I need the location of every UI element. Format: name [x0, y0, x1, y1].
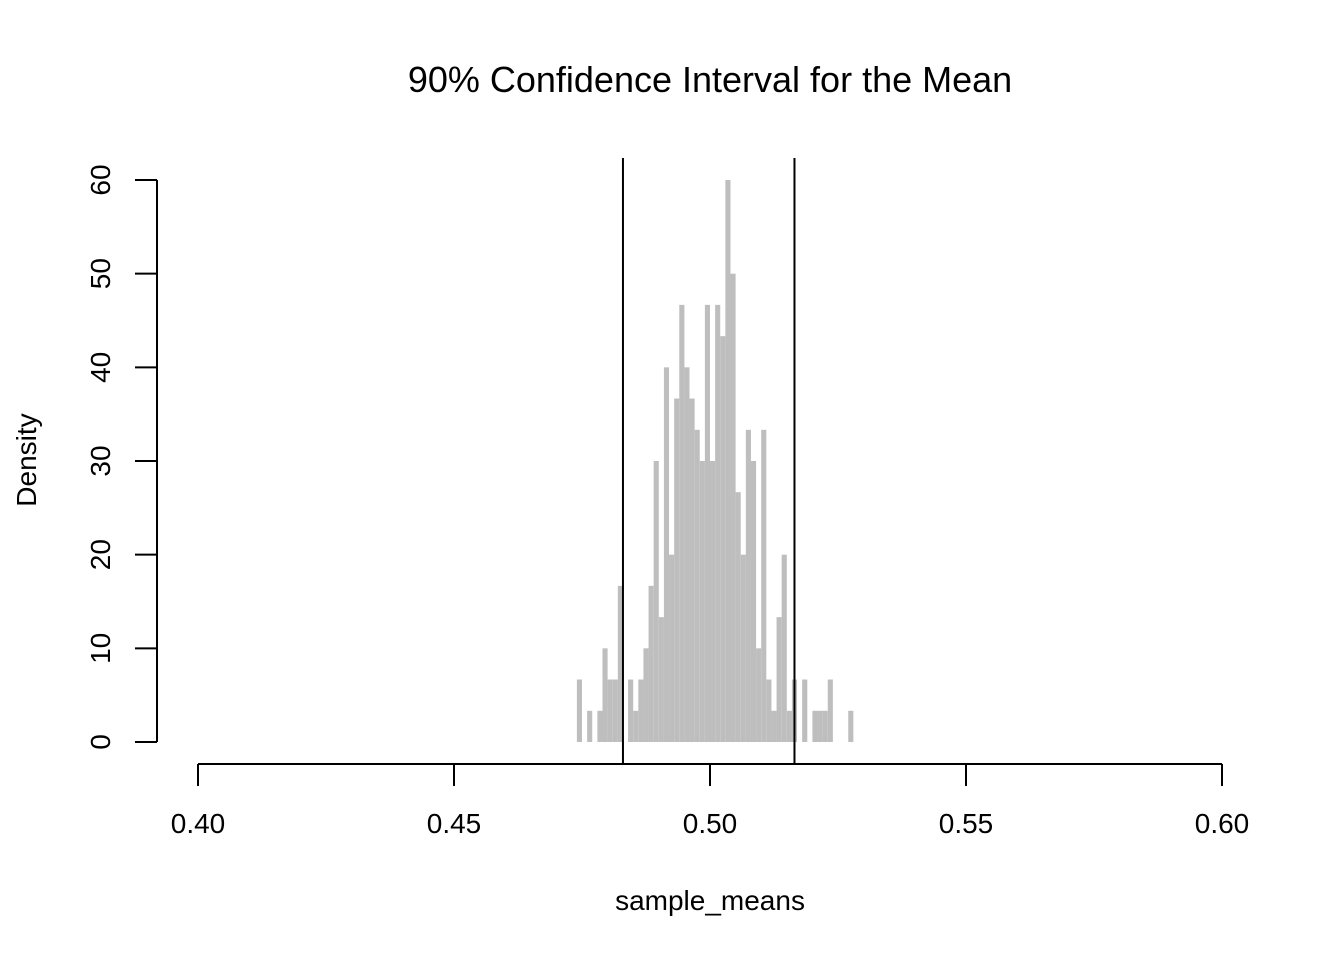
histogram-bar	[699, 461, 705, 742]
histogram-bar	[761, 429, 767, 742]
x-tick-label: 0.50	[683, 808, 738, 839]
y-tick-label: 60	[85, 164, 116, 195]
histogram-bar	[715, 304, 721, 742]
histogram-bar	[822, 710, 828, 742]
histogram-bar	[781, 554, 787, 742]
histogram-bar	[658, 617, 664, 742]
histogram-bar	[653, 461, 659, 742]
y-axis: 0 10 20 30 40 50 60	[85, 164, 158, 750]
histogram-bar	[735, 492, 741, 742]
histogram-bar	[750, 461, 757, 742]
chart-title: 90% Confidence Interval for the Mean	[408, 59, 1012, 100]
histogram-bar	[802, 679, 808, 742]
confidence-interval-lines	[621, 158, 796, 764]
histogram-bar	[612, 679, 618, 742]
histogram-bar	[771, 710, 777, 742]
histogram-bar	[669, 554, 675, 742]
histogram-bar	[648, 585, 654, 742]
histogram-bar	[812, 710, 818, 742]
histogram-bar	[710, 461, 716, 742]
histogram-bar	[643, 648, 649, 742]
y-tick-label: 40	[85, 352, 116, 383]
y-axis-label: Density	[11, 413, 42, 506]
histogram-bar	[848, 710, 854, 742]
x-tick-label: 0.40	[171, 808, 226, 839]
histogram-bar	[725, 180, 731, 742]
histogram-bar	[638, 679, 644, 742]
histogram-bar	[597, 710, 603, 742]
x-axis-label: sample_means	[615, 885, 805, 916]
histogram-bar	[827, 679, 833, 742]
histogram-bar	[663, 367, 670, 742]
histogram-bar	[704, 304, 710, 742]
histogram-bar	[689, 398, 695, 742]
histogram-bar	[633, 710, 639, 742]
histogram-bar	[674, 398, 680, 742]
histogram-bar	[786, 710, 792, 742]
histogram-bar	[766, 679, 772, 742]
histogram-bar	[607, 679, 613, 742]
histogram-bar	[684, 367, 690, 742]
y-tick-label: 10	[85, 633, 116, 664]
histogram-bar	[617, 585, 623, 742]
histogram-bar	[740, 554, 746, 742]
histogram-bar	[576, 679, 582, 742]
histogram-bar	[817, 710, 823, 742]
histogram-bar	[720, 336, 726, 742]
y-tick-label: 20	[85, 539, 116, 570]
histogram-bar	[587, 710, 593, 742]
histogram-bar	[602, 648, 608, 742]
x-tick-label: 0.55	[939, 808, 994, 839]
x-axis: 0.40 0.45 0.50 0.55 0.60	[171, 763, 1250, 839]
histogram-bar	[694, 429, 700, 742]
y-tick-label: 50	[85, 258, 116, 289]
x-tick-label: 0.60	[1195, 808, 1250, 839]
histogram-bar	[776, 617, 782, 742]
y-tick-label: 0	[85, 734, 116, 750]
histogram-bar	[628, 679, 634, 742]
histogram-bar	[730, 273, 736, 742]
y-tick-label: 30	[85, 445, 116, 476]
histogram-bars	[576, 180, 854, 742]
x-tick-label: 0.45	[427, 808, 482, 839]
histogram-bar	[679, 304, 685, 742]
histogram-bar	[756, 648, 762, 742]
histogram-bar	[745, 429, 751, 742]
